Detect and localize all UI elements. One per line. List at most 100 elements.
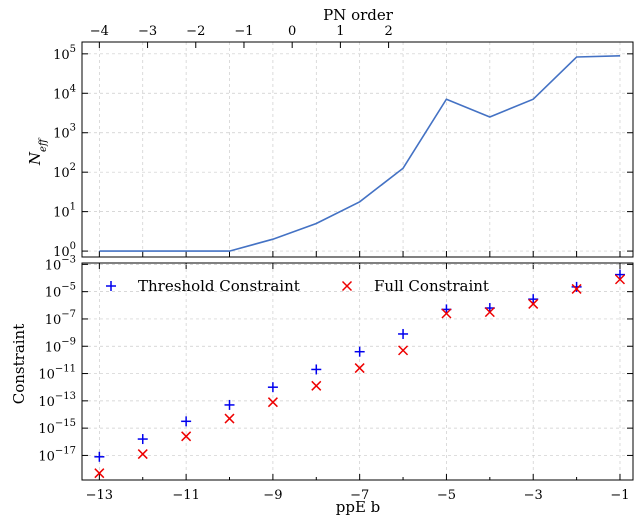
threshold-constraint-point xyxy=(267,382,278,393)
y-tick-base: 10 xyxy=(45,286,62,301)
bottom-x-tick-label: −1 xyxy=(610,488,629,503)
y-tick-base: 10 xyxy=(53,206,70,221)
threshold-constraint-point xyxy=(94,451,105,462)
y-tick-exponent: 0 xyxy=(70,241,76,252)
full-constraint-point xyxy=(311,380,322,391)
y-tick-base: 10 xyxy=(53,245,70,260)
bottom-x-tick-label: −13 xyxy=(86,488,113,503)
legend-full-marker xyxy=(341,280,353,292)
pn-tick-label: 0 xyxy=(288,24,296,39)
y-tick-exponent: 2 xyxy=(70,162,76,173)
y-tick-exponent: −15 xyxy=(55,418,76,429)
bottom-x-tick-label: −7 xyxy=(350,488,369,503)
legend-full-label: Full Constraint xyxy=(374,277,489,295)
neff-series-line xyxy=(99,55,621,252)
bottom-y-tick-label: 10−7 xyxy=(45,309,76,328)
full-constraint-point xyxy=(181,431,192,442)
x-marker-b xyxy=(571,283,582,294)
bottom-panel: −13 −11 −9 −7 −5 −3 −110−1710−1510−1310−1110−9… xyxy=(38,254,634,503)
top-axis-title: PN order xyxy=(323,6,394,24)
y-title-main: N xyxy=(26,151,44,166)
legend-threshold-label: Threshold Constraint xyxy=(138,277,300,295)
bottom-x-tick-label: −5 xyxy=(437,488,456,503)
bottom-x-tick-label: −9 xyxy=(263,488,282,503)
threshold-constraint-point xyxy=(528,294,539,305)
pn-tick-label: −3 xyxy=(138,24,157,39)
full-constraint-point xyxy=(484,307,495,318)
y-title-subscript: eff xyxy=(38,137,49,152)
top-y-tick-label: 104 xyxy=(53,83,76,102)
full-constraint-point xyxy=(528,298,539,309)
bottom-x-tick-label: −11 xyxy=(172,488,199,503)
full-constraint-point xyxy=(224,413,235,424)
y-tick-exponent: −17 xyxy=(55,445,76,456)
pn-tick-label: 1 xyxy=(336,24,344,39)
threshold-constraint-point xyxy=(398,328,409,339)
top-plot-frame xyxy=(81,41,634,258)
y-tick-exponent: −5 xyxy=(61,282,76,293)
x-marker-b xyxy=(528,298,539,309)
pn-tick-label: −4 xyxy=(90,24,109,39)
legend: Threshold Constraint Full Constraint xyxy=(106,277,489,295)
y-tick-exponent: −9 xyxy=(61,336,76,347)
bottom-axis-title: ppE b xyxy=(336,498,381,516)
x-marker-b xyxy=(181,431,192,442)
x-marker-b xyxy=(341,280,353,292)
x-marker-b xyxy=(224,413,235,424)
threshold-constraint-point xyxy=(571,281,582,292)
bottom-y-tick-label: 10−13 xyxy=(38,391,76,410)
full-constraint-point xyxy=(441,308,452,319)
y-tick-exponent: 4 xyxy=(70,83,76,94)
y-tick-base: 10 xyxy=(53,166,70,181)
pn-tick-label: 2 xyxy=(384,24,392,39)
threshold-constraint-point xyxy=(614,269,625,280)
x-marker-b xyxy=(137,449,148,460)
full-constraint-point xyxy=(398,345,409,356)
full-constraint-point xyxy=(267,397,278,408)
x-marker-b xyxy=(484,307,495,318)
bottom-y-tick-label: 10−5 xyxy=(45,282,76,301)
y-tick-base: 10 xyxy=(38,449,55,464)
threshold-constraint-point xyxy=(311,364,322,375)
y-tick-base: 10 xyxy=(53,127,70,142)
full-constraint-point xyxy=(137,449,148,460)
x-marker-b xyxy=(354,363,365,374)
bottom-plot-frame xyxy=(81,262,634,481)
threshold-constraint-point xyxy=(354,346,365,357)
pn-tick-label: −1 xyxy=(234,24,253,39)
y-tick-exponent: −3 xyxy=(61,254,76,265)
x-marker-b xyxy=(398,345,409,356)
top-y-tick-label: 101 xyxy=(53,202,76,221)
bottom-x-tick-label: −3 xyxy=(524,488,543,503)
full-constraint-point xyxy=(614,274,626,285)
x-marker-b xyxy=(267,397,278,408)
bottom-panel-y-axis-title: Constraint xyxy=(10,324,28,405)
y-tick-base: 10 xyxy=(38,422,55,437)
full-constraint-point xyxy=(571,283,582,294)
y-tick-base: 10 xyxy=(45,258,62,273)
y-tick-exponent: −7 xyxy=(61,309,76,320)
bottom-y-tick-label: 10−15 xyxy=(38,418,76,437)
y-tick-exponent: −11 xyxy=(55,364,76,375)
y-tick-base: 10 xyxy=(38,368,55,383)
bottom-y-tick-label: 10−9 xyxy=(45,336,76,355)
top-panel-y-axis-title: Neff xyxy=(26,137,49,166)
top-y-tick-label: 102 xyxy=(53,162,76,181)
y-tick-base: 10 xyxy=(53,48,70,63)
bottom-y-tick-label: 10−17 xyxy=(38,445,76,464)
threshold-constraint-point xyxy=(224,399,235,410)
x-marker-b xyxy=(94,468,105,479)
bottom-y-tick-label: 10−11 xyxy=(38,364,76,383)
y-tick-base: 10 xyxy=(45,340,62,355)
y-tick-base: 10 xyxy=(45,313,62,328)
full-constraint-point xyxy=(354,363,365,374)
full-constraint-point xyxy=(94,468,105,479)
y-tick-base: 10 xyxy=(38,395,55,410)
y-tick-exponent: 5 xyxy=(70,44,76,55)
threshold-constraint-point xyxy=(137,434,148,445)
bottom-y-tick-label: 10−3 xyxy=(45,254,76,273)
y-tick-exponent: 1 xyxy=(70,202,76,213)
pn-tick-label: −2 xyxy=(186,24,205,39)
